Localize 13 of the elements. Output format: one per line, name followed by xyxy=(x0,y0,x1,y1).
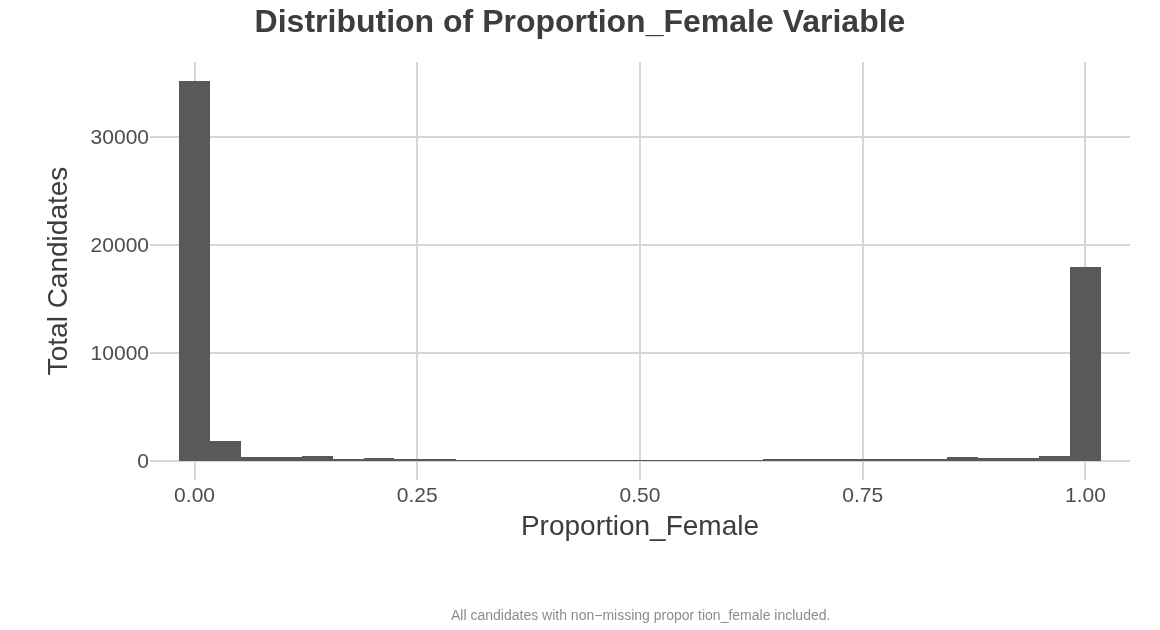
x-tick-label: 1.00 xyxy=(1065,483,1106,506)
text: All candidates with non−missing propor tion_female included. xyxy=(451,607,831,623)
y-tick-label: 20000 xyxy=(90,232,149,256)
x-tick-label: 0.75 xyxy=(842,483,884,506)
x-tick-label: 0.25 xyxy=(396,483,438,506)
chart-title: Distribution of Proportion_Female Variable xyxy=(254,2,906,39)
x-tick-label: 0.00 xyxy=(174,483,215,506)
y-axis-title: Total Candidates xyxy=(42,166,74,376)
y-tick-label: 10000 xyxy=(90,340,149,364)
x-axis-title: Proportion_Female xyxy=(520,510,760,542)
y-tick-label: 0 xyxy=(137,448,149,472)
y-tick-label: 30000 xyxy=(90,124,149,148)
x-tick-label: 0.50 xyxy=(619,483,661,506)
